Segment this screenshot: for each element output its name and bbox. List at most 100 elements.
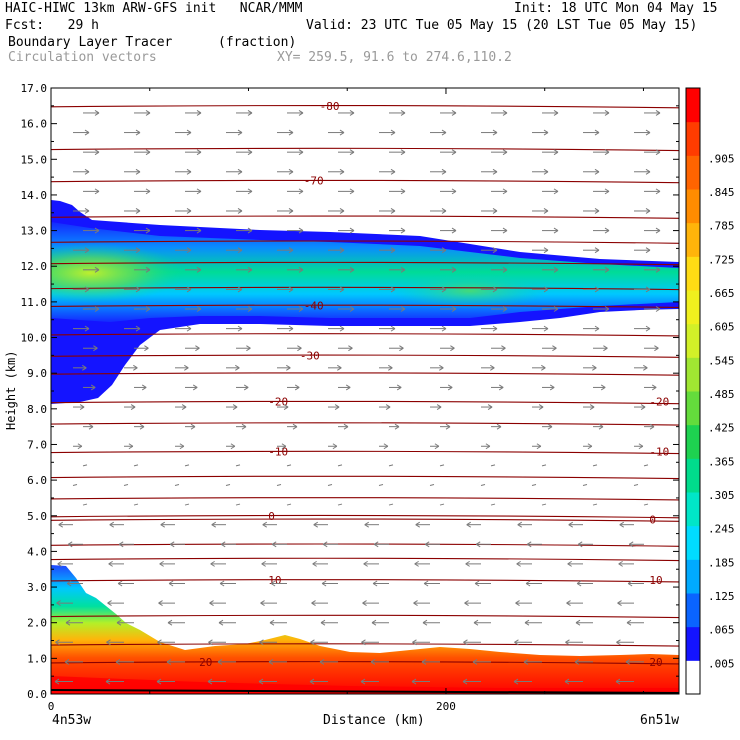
circulation-vector-head [186,129,192,136]
circulation-vector-head [145,227,151,234]
circulation-vector-head [628,541,634,548]
circulation-vector-head [451,149,457,156]
contour-label: 0 [649,513,656,526]
circulation-vector [286,503,292,506]
circulation-vector-head [66,580,72,587]
circulation-vector-head [655,306,661,312]
circulation-vector-head [94,110,100,116]
circulation-vector-head [502,188,508,195]
circulation-vector-head [139,423,145,430]
circulation-vector-head [411,678,417,685]
colorbar-swatch [686,121,700,156]
circulation-vector-head [196,149,202,156]
contour-label: -10 [268,446,288,459]
circulation-vector-head [115,658,121,665]
circulation-vector-head [655,110,661,116]
circulation-vector [184,464,190,467]
circulation-vector-head [269,619,275,626]
circulation-vector-head [141,384,147,391]
colorbar-label: .785 [708,220,735,233]
circulation-vector-head [385,404,391,410]
temperature-contour-line [50,579,680,583]
circulation-vector-head [116,619,122,626]
circulation-vector-head [475,541,481,548]
colorbar-label: .185 [708,556,735,569]
colorbar-label: .005 [708,657,735,670]
circulation-vector-head [218,619,224,626]
temperature-contour-line [50,333,680,337]
circulation-vector [123,483,129,486]
temperature-contour-line [50,179,680,184]
circulation-vector-head [339,247,345,254]
circulation-vector-head [322,541,328,548]
circulation-vector-head [320,619,326,626]
temperature-contour-line [50,543,680,547]
temperature-contour-line [50,304,680,308]
circulation-vector-head [84,286,90,293]
circulation-vector-head [283,404,289,410]
circulation-vector-head [288,208,294,214]
circulation-vector-head [568,521,574,528]
circulation-vector-head [288,325,294,332]
temperature-contour-line [50,518,680,522]
circulation-vector-head [88,423,94,430]
temperature-contour-line [50,614,680,619]
circulation-vector-head [247,227,253,234]
circulation-vector-head [423,580,429,587]
circulation-vector-head [145,110,151,116]
circulation-vector-head [247,306,253,312]
circulation-vector-head [502,306,508,312]
colorbar-swatch [686,155,700,190]
circulation-vector-head [547,423,553,430]
circulation-vector-head [436,404,442,410]
y-tick-label: 14.0 [21,189,48,202]
circulation-vector [174,483,180,486]
circulation-vector-head [298,306,304,312]
circulation-vector-head [179,443,185,450]
contour-label: 10 [649,574,662,587]
circulation-vector-head [339,325,345,332]
circulation-vector [337,464,343,467]
colorbar-label: .365 [708,455,735,468]
circulation-vector-head [57,560,62,567]
circulation-vector-head [211,521,217,528]
circulation-vector-head [292,423,298,430]
header-init-time: Init: 18 UTC Mon 04 May 15 [514,1,718,16]
circulation-vector-head [135,129,141,136]
circulation-vector-head [298,149,304,156]
temperature-contour-line [50,643,680,647]
circulation-vector-head [594,168,600,175]
y-tick-label: 2.0 [27,617,47,630]
circulation-vector-head [159,560,164,567]
temperature-contours: -80 -70 -40 -30 -20 -20 -10 -10 0 0 10 10 20 20 [50,100,680,669]
field-name: Boundary Layer Tracer [8,35,173,50]
circulation-vector-head [414,560,419,567]
circulation-vector-head [390,168,396,175]
circulation-vector [592,503,598,506]
circulation-vector-head [67,541,73,548]
circulation-vector-head [577,541,583,548]
circulation-vector-head [348,345,353,352]
header-valid-time: Valid: 23 UTC Tue 05 May 15 (20 LST Tue … [306,18,698,33]
circulation-vector-head [463,639,468,646]
circulation-vector-head [552,345,557,352]
circulation-vector-head [492,168,498,175]
contour-label: 0 [268,510,275,523]
circulation-vector-head [502,227,508,234]
circulation-vector-head [94,266,100,273]
circulation-vector-head [472,658,478,665]
circulation-vector-head [196,110,202,116]
circulation-vector-head [84,247,90,254]
circulation-vector-head [451,188,457,195]
circulation-vector [490,464,496,467]
circulation-vector [643,464,649,467]
colorbar-swatch [686,88,700,123]
y-tick-label: 17.0 [21,82,48,95]
circulation-vector-head [390,325,396,332]
circulation-vector-head [117,580,123,587]
circulation-vector-head [645,286,651,293]
y-tick-label: 8.0 [27,403,47,416]
circulation-vector-head [640,404,646,410]
circulation-vector-head [524,619,530,626]
circulation-vector-head [128,443,134,450]
